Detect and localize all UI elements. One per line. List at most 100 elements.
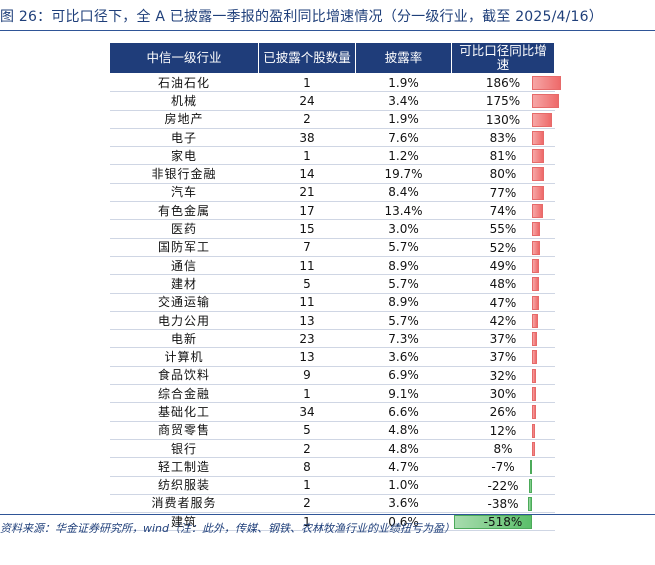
ratio-cell: 4.8% xyxy=(356,439,452,457)
growth-cell: 12% xyxy=(452,421,555,439)
source-note: 资料来源：华金证券研究所，wind（注：此外，传媒、钢铁、农林牧渔行业的业绩扭亏… xyxy=(0,520,455,536)
growth-value: -38% xyxy=(452,496,555,512)
industry-cell: 基础化工 xyxy=(110,403,259,421)
count-cell: 8 xyxy=(259,458,356,476)
ratio-cell: 4.7% xyxy=(356,458,452,476)
ratio-cell: 4.8% xyxy=(356,421,452,439)
growth-cell: -7% xyxy=(452,458,555,476)
growth-cell: 52% xyxy=(452,238,555,256)
table-row: 通信 11 8.9% 49% xyxy=(110,256,555,274)
growth-value: 186% xyxy=(452,75,555,91)
industry-cell: 电新 xyxy=(110,330,259,348)
industry-cell: 综合金融 xyxy=(110,385,259,403)
table-row: 国防军工 7 5.7% 52% xyxy=(110,238,555,256)
count-cell: 21 xyxy=(259,183,356,201)
growth-value: 8% xyxy=(452,441,555,457)
table-row: 汽车 21 8.4% 77% xyxy=(110,183,555,201)
ratio-cell: 3.6% xyxy=(356,348,452,366)
table-row: 银行 2 4.8% 8% xyxy=(110,439,555,457)
industry-cell: 非银行金融 xyxy=(110,165,259,183)
table-row: 机械 24 3.4% 175% xyxy=(110,92,555,110)
ratio-cell: 5.7% xyxy=(356,311,452,329)
growth-value: 81% xyxy=(452,148,555,164)
growth-value: -22% xyxy=(452,478,555,494)
figure-number: 图 26： xyxy=(0,9,51,25)
industry-cell: 医药 xyxy=(110,220,259,238)
growth-cell: 47% xyxy=(452,293,555,311)
growth-value: 130% xyxy=(452,112,555,128)
table-row: 房地产 2 1.9% 130% xyxy=(110,110,555,128)
ratio-cell: 7.6% xyxy=(356,128,452,146)
industry-cell: 机械 xyxy=(110,92,259,110)
industry-cell: 纺织服装 xyxy=(110,476,259,494)
industry-cell: 银行 xyxy=(110,439,259,457)
count-cell: 5 xyxy=(259,421,356,439)
growth-cell: -38% xyxy=(452,494,555,512)
industry-cell: 石油石化 xyxy=(110,74,259,92)
industry-cell: 商贸零售 xyxy=(110,421,259,439)
ratio-cell: 7.3% xyxy=(356,330,452,348)
count-cell: 23 xyxy=(259,330,356,348)
ratio-cell: 3.0% xyxy=(356,220,452,238)
growth-cell: 74% xyxy=(452,202,555,220)
growth-cell: 48% xyxy=(452,275,555,293)
title-rule xyxy=(0,30,655,31)
table-row: 交通运输 11 8.9% 47% xyxy=(110,293,555,311)
growth-cell: 175% xyxy=(452,92,555,110)
growth-cell: 42% xyxy=(452,311,555,329)
growth-cell: 49% xyxy=(452,256,555,274)
growth-value: 49% xyxy=(452,258,555,274)
table-body: 石油石化 1 1.9% 186% 机械 24 3.4% 175% 房地产 2 1.9% 130% 电子 3… xyxy=(110,74,555,531)
ratio-cell: 3.6% xyxy=(356,494,452,512)
table-row: 轻工制造 8 4.7% -7% xyxy=(110,458,555,476)
count-cell: 15 xyxy=(259,220,356,238)
industry-cell: 国防军工 xyxy=(110,238,259,256)
count-cell: 1 xyxy=(259,385,356,403)
table-row: 石油石化 1 1.9% 186% xyxy=(110,74,555,92)
growth-cell: 81% xyxy=(452,147,555,165)
growth-value: 175% xyxy=(452,93,555,109)
growth-value: 52% xyxy=(452,240,555,256)
count-cell: 1 xyxy=(259,74,356,92)
table-row: 综合金融 1 9.1% 30% xyxy=(110,385,555,403)
industry-cell: 电力公用 xyxy=(110,311,259,329)
table-row: 非银行金融 14 19.7% 80% xyxy=(110,165,555,183)
growth-cell: 186% xyxy=(452,74,555,92)
growth-cell: 130% xyxy=(452,110,555,128)
growth-value: 37% xyxy=(452,331,555,347)
growth-value: 30% xyxy=(452,386,555,402)
industry-cell: 家电 xyxy=(110,147,259,165)
count-cell: 14 xyxy=(259,165,356,183)
header-growth: 可比口径同比增速 xyxy=(452,43,555,74)
table-row: 家电 1 1.2% 81% xyxy=(110,147,555,165)
growth-cell: 55% xyxy=(452,220,555,238)
growth-value: 42% xyxy=(452,313,555,329)
header-count: 已披露个股数量 xyxy=(259,43,356,74)
ratio-cell: 5.7% xyxy=(356,238,452,256)
growth-value: 77% xyxy=(452,185,555,201)
industry-cell: 房地产 xyxy=(110,110,259,128)
industry-cell: 有色金属 xyxy=(110,202,259,220)
count-cell: 2 xyxy=(259,494,356,512)
growth-cell: -518% xyxy=(452,513,555,531)
ratio-cell: 6.9% xyxy=(356,366,452,384)
ratio-cell: 8.9% xyxy=(356,293,452,311)
growth-cell: 8% xyxy=(452,439,555,457)
growth-cell: 32% xyxy=(452,366,555,384)
growth-value: 12% xyxy=(452,423,555,439)
table-row: 有色金属 17 13.4% 74% xyxy=(110,202,555,220)
ratio-cell: 1.2% xyxy=(356,147,452,165)
growth-value: 55% xyxy=(452,221,555,237)
table-row: 商贸零售 5 4.8% 12% xyxy=(110,421,555,439)
table-row: 消费者服务 2 3.6% -38% xyxy=(110,494,555,512)
count-cell: 5 xyxy=(259,275,356,293)
growth-value: 80% xyxy=(452,166,555,182)
table-header-row: 中信一级行业 已披露个股数量 披露率 可比口径同比增速 xyxy=(110,43,555,74)
industry-growth-table: 中信一级行业 已披露个股数量 披露率 可比口径同比增速 石油石化 1 1.9% 186… xyxy=(109,42,555,531)
industry-cell: 电子 xyxy=(110,128,259,146)
figure-title-text: 可比口径下，全 A 已披露一季报的盈利同比增速情况（分一级行业，截至 2025/… xyxy=(51,9,603,25)
growth-cell: 77% xyxy=(452,183,555,201)
ratio-cell: 1.0% xyxy=(356,476,452,494)
growth-value: 37% xyxy=(452,349,555,365)
growth-value: -7% xyxy=(452,459,555,475)
